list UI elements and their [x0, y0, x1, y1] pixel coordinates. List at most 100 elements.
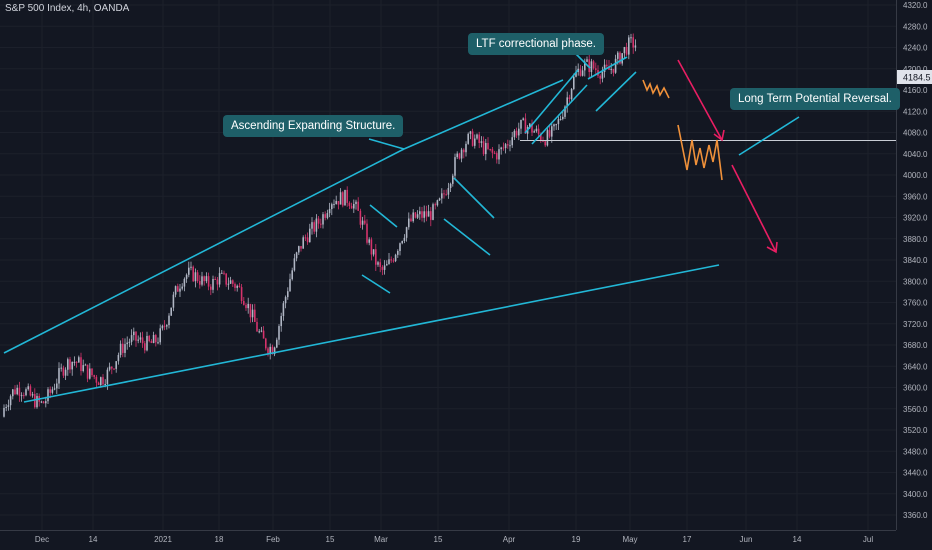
candle-body	[573, 76, 575, 89]
y-tick-label: 3360.0	[903, 511, 928, 520]
candle-body	[324, 214, 326, 218]
x-tick-label: 14	[89, 535, 98, 544]
channel-line[interactable]	[587, 56, 628, 80]
callout-pointer	[738, 116, 800, 156]
channel-line[interactable]	[361, 274, 391, 294]
candle-body	[23, 395, 25, 397]
candle-body	[471, 131, 474, 146]
channel-line[interactable]	[595, 71, 637, 112]
candle-body	[559, 118, 562, 120]
candle-body	[581, 70, 584, 76]
candle-body	[423, 211, 425, 218]
candle-body	[27, 386, 29, 390]
candle-body	[357, 201, 359, 211]
x-tick-label: 15	[434, 535, 443, 544]
y-tick-label: 4240.0	[903, 44, 928, 53]
candle-body	[557, 119, 560, 125]
candle-body	[159, 328, 161, 343]
candle-body	[223, 272, 225, 274]
candle-body	[568, 97, 571, 100]
candle-body	[302, 237, 304, 249]
candle-body	[84, 364, 87, 366]
candle-body	[168, 315, 170, 326]
projection-drawings[interactable]	[642, 59, 778, 254]
candle-body	[317, 218, 320, 224]
candle-body	[375, 249, 377, 265]
candle-body	[443, 193, 445, 195]
y-tick-label: 3440.0	[903, 469, 928, 478]
candle-body	[625, 47, 628, 55]
candle-body	[522, 118, 524, 120]
orange-projection-far[interactable]	[677, 124, 723, 181]
callout-pointer	[368, 138, 405, 150]
candle-body	[18, 387, 21, 396]
candle-body	[278, 326, 280, 340]
candle-body	[207, 276, 210, 287]
candle-body	[236, 285, 238, 288]
candle-body	[64, 369, 67, 376]
candle-body	[115, 361, 117, 369]
channel-line[interactable]	[524, 69, 579, 134]
candle-body	[190, 266, 192, 268]
candle-body	[412, 212, 414, 222]
y-tick-label: 3960.0	[903, 192, 928, 201]
candle-body	[482, 141, 485, 155]
candle-body	[113, 368, 115, 370]
arrow-down-1[interactable]	[677, 59, 723, 141]
upper-trendline-extension[interactable]	[403, 79, 564, 150]
candle-body	[135, 331, 137, 341]
y-tick-label: 3760.0	[903, 299, 928, 308]
candle-body	[366, 223, 368, 243]
x-tick-label: 14	[793, 535, 802, 544]
candle-body	[421, 211, 423, 218]
candle-body	[203, 276, 205, 282]
x-tick-label: 19	[572, 535, 581, 544]
candle-body	[240, 287, 243, 301]
candle-body	[287, 291, 289, 298]
candle-body	[29, 386, 32, 396]
lower-trendline[interactable]	[23, 264, 720, 403]
candle-body	[570, 88, 573, 100]
orange-projection-near[interactable]	[642, 79, 670, 99]
candle-body	[251, 309, 254, 318]
upper-trendline[interactable]	[3, 148, 405, 354]
candle-body	[93, 375, 95, 377]
candle-body	[555, 124, 557, 126]
candle-body	[232, 280, 234, 284]
candle-body	[273, 347, 276, 355]
channel-line[interactable]	[453, 177, 495, 219]
candle-body	[441, 193, 443, 199]
candle-body	[170, 307, 172, 316]
x-tick-label: 17	[683, 535, 692, 544]
candle-body	[58, 368, 60, 384]
candle-body	[265, 338, 267, 349]
candle-body	[133, 331, 135, 336]
candle-body	[511, 137, 513, 146]
trendline-drawings[interactable]	[3, 51, 800, 403]
candle-body	[348, 202, 351, 206]
channel-line[interactable]	[531, 84, 588, 145]
callout-ascending-structure[interactable]: Ascending Expanding Structure.	[223, 115, 404, 137]
y-tick-label: 3840.0	[903, 256, 928, 265]
y-tick-label: 4000.0	[903, 171, 928, 180]
candle-body	[414, 212, 417, 218]
candle-body	[20, 395, 23, 397]
x-tick-label: Mar	[374, 535, 388, 544]
candle-body	[289, 279, 291, 292]
channel-line[interactable]	[443, 218, 491, 256]
candle-body	[245, 304, 247, 309]
candle-body	[454, 157, 456, 176]
candle-body	[610, 68, 612, 70]
candle-body	[386, 264, 388, 266]
candle-body	[205, 276, 208, 282]
candle-body	[500, 147, 502, 150]
candle-body	[212, 279, 214, 290]
candle-body	[214, 279, 216, 281]
callout-ltf-correction[interactable]: LTF correctional phase.	[468, 33, 604, 55]
channel-line[interactable]	[369, 204, 398, 228]
arrow-down-2[interactable]	[731, 164, 777, 253]
callout-potential-reversal[interactable]: Long Term Potential Reversal.	[730, 88, 900, 110]
candle-body	[51, 389, 54, 393]
candle-body	[102, 377, 104, 385]
